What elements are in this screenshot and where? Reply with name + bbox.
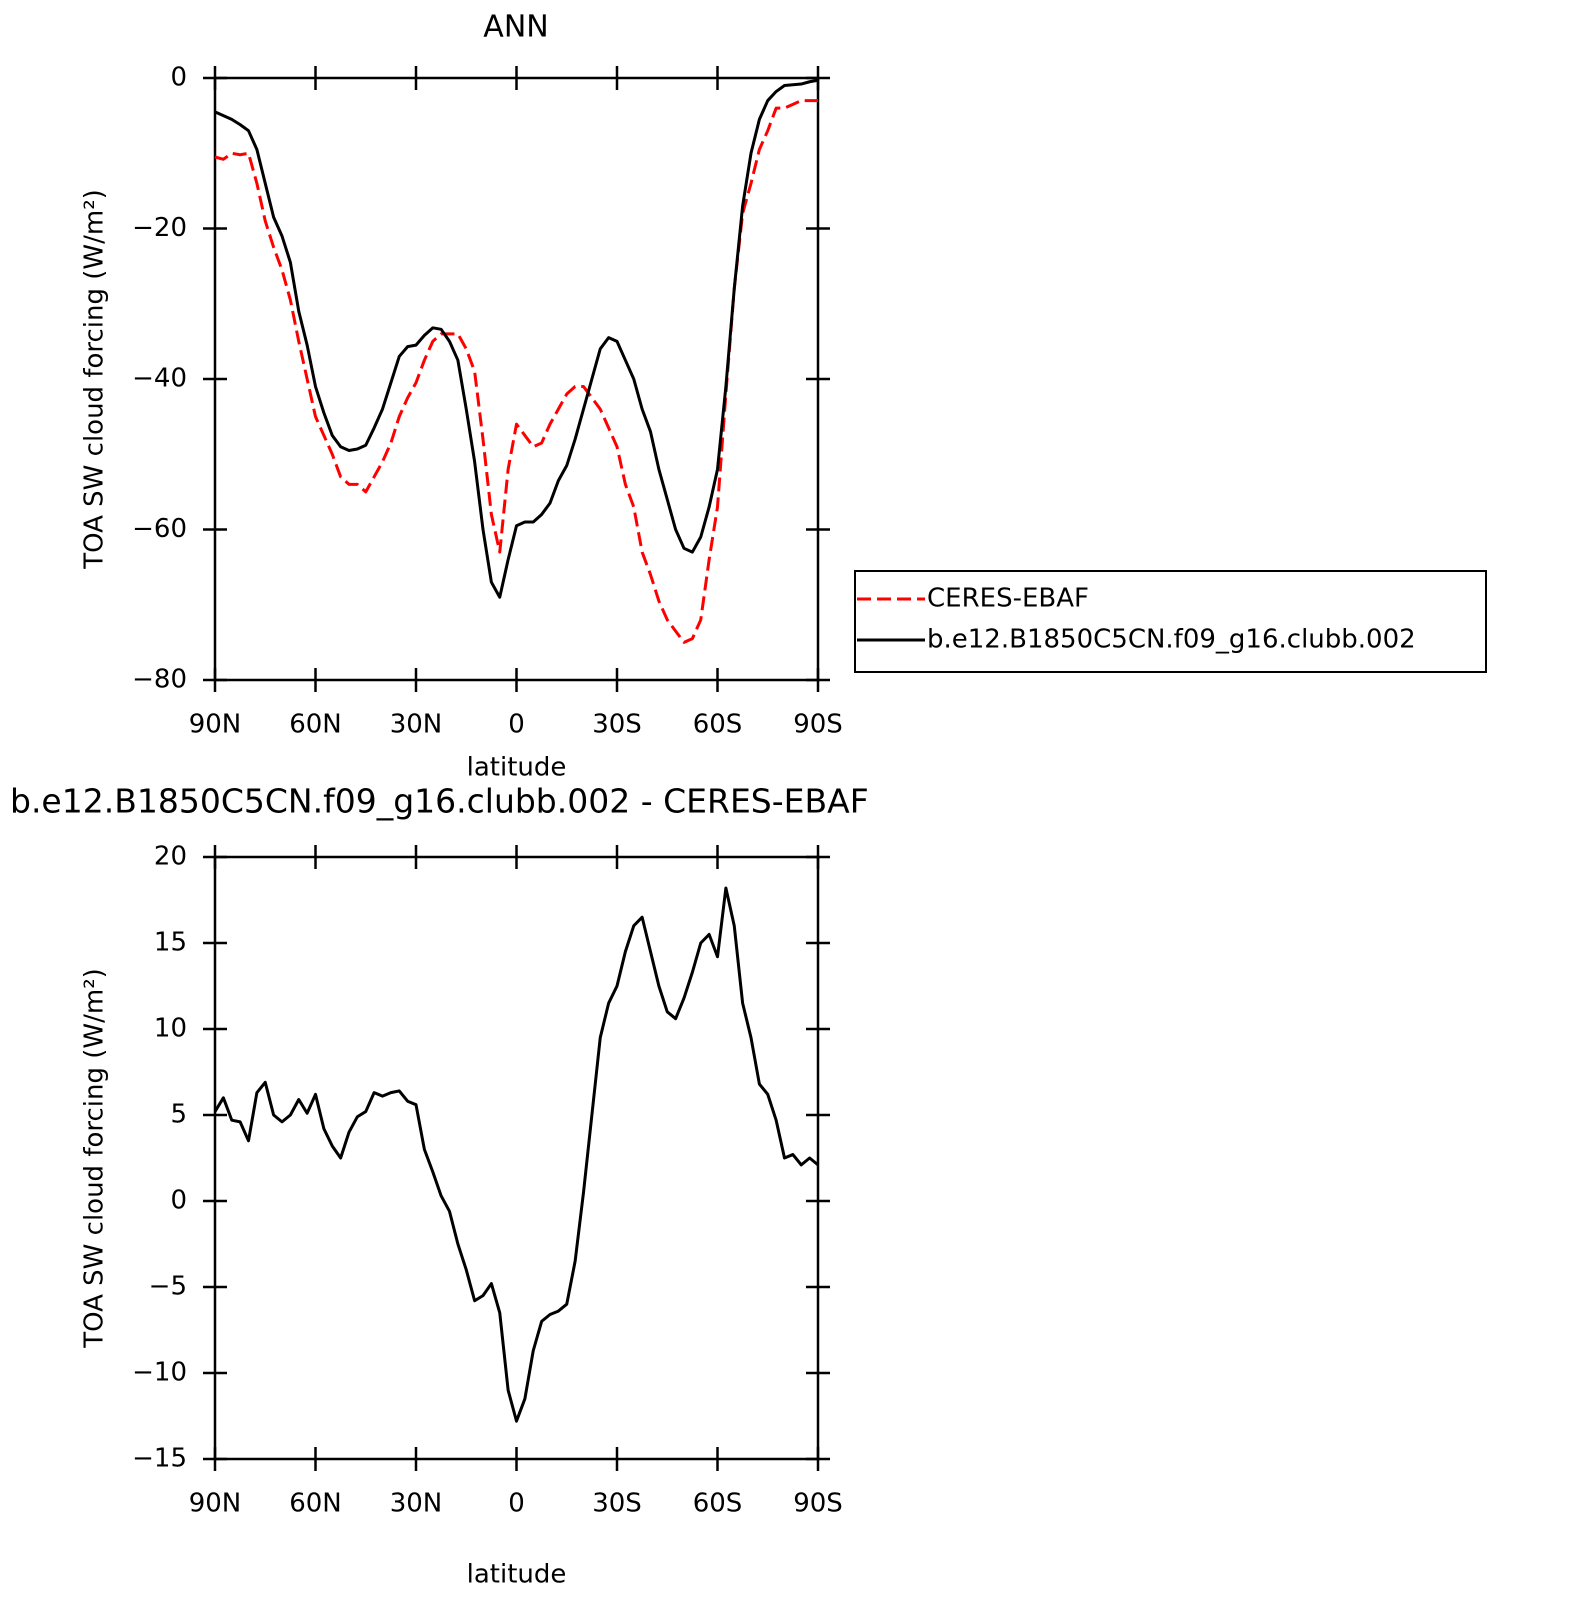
x-tick-label: 60N (289, 1489, 342, 1519)
x-tick-label: 30N (390, 710, 443, 740)
y-axis-label: TOA SW cloud forcing (W/m²) (80, 189, 110, 570)
x-tick-label: 0 (508, 710, 525, 740)
y-tick-label: −40 (132, 364, 187, 394)
x-tick-label: 60S (693, 1489, 743, 1519)
y-tick-label: −10 (132, 1358, 187, 1388)
panel: ANN −80 −60 −40 −20 0 90N 60N 30N 0 30S 60S 90S latit… (80, 10, 1487, 783)
y-tick-label: −60 (132, 514, 187, 544)
x-tick-label: 0 (508, 1489, 525, 1519)
y-tick-label: −5 (149, 1272, 187, 1302)
data-line (213, 886, 819, 1423)
x-tick-label: 90S (793, 1489, 843, 1519)
x-tick-label: 60S (693, 710, 743, 740)
chart-title: ANN (483, 10, 548, 45)
x-tick-label: 30S (592, 1489, 642, 1519)
y-tick-label: 0 (170, 63, 187, 93)
panel: b.e12.B1850C5CN.f09_g16.clubb.002 - CERE… (10, 782, 869, 1590)
x-tick-label: 60N (289, 710, 342, 740)
legend-label: CERES-EBAF (927, 584, 1089, 614)
legend-label: b.e12.B1850C5CN.f09_g16.clubb.002 (927, 625, 1416, 655)
y-tick-label: 10 (154, 1014, 187, 1044)
y-tick-label: 0 (170, 1186, 187, 1216)
x-tick-label: 90N (189, 1489, 242, 1519)
plot-frame (213, 855, 820, 1461)
data-line (214, 99, 818, 644)
x-tick-label: 90S (793, 710, 843, 740)
chart-title: b.e12.B1850C5CN.f09_g16.clubb.002 - CERE… (10, 782, 869, 821)
y-tick-label: −80 (132, 665, 187, 695)
y-tick-label: 5 (170, 1100, 187, 1130)
y-tick-label: −15 (132, 1444, 187, 1474)
x-tick-label: 30N (390, 1489, 443, 1519)
x-axis-label: latitude (467, 753, 567, 783)
y-tick-label: −20 (132, 213, 187, 243)
x-axis-label: latitude (467, 1560, 567, 1590)
x-tick-label: 30S (592, 710, 642, 740)
legend: CERES-EBAF b.e12.B1850C5CN.f09_g16.clubb.… (854, 570, 1487, 673)
x-tick-label: 90N (189, 710, 242, 740)
y-tick-label: 15 (154, 928, 187, 958)
y-axis-label: TOA SW cloud forcing (W/m²) (80, 968, 110, 1349)
legend-box (854, 570, 1487, 673)
data-line (214, 78, 819, 599)
y-tick-label: 20 (154, 842, 187, 872)
